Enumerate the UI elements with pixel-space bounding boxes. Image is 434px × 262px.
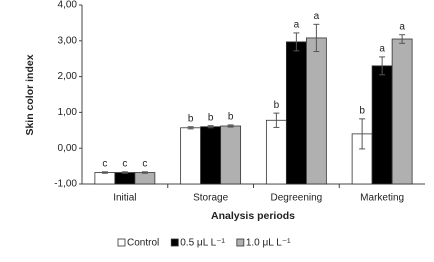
bar-letter: b	[228, 112, 234, 123]
y-tick-label: 2,00	[58, 71, 78, 82]
legend-swatch	[170, 238, 179, 247]
error-bar	[141, 171, 148, 174]
bar-letter: c	[102, 158, 107, 169]
bar-letter: c	[142, 158, 147, 169]
legend-swatch	[236, 238, 245, 247]
error-bar	[101, 171, 108, 174]
bar	[371, 65, 393, 185]
bar-letter: b	[359, 105, 365, 116]
bar-letter: a	[294, 20, 300, 31]
error-bar	[207, 125, 214, 129]
error-bar	[273, 112, 280, 128]
bar	[391, 38, 413, 185]
error-bar	[293, 32, 300, 52]
bar	[285, 41, 307, 185]
legend-swatch	[117, 238, 126, 247]
bar	[265, 119, 287, 185]
x-tick-label: Initial	[113, 193, 136, 204]
legend-label: 0.5 μL L⁻¹	[180, 238, 225, 249]
y-tick-label: -1,00	[54, 179, 77, 190]
error-bar	[313, 23, 320, 53]
y-tick-label: 0,00	[58, 143, 78, 154]
y-tick-label: 4,00	[58, 0, 78, 11]
bar-letter: a	[399, 21, 405, 32]
bar	[180, 127, 202, 185]
error-bar	[227, 124, 234, 128]
error-bar	[379, 56, 386, 76]
x-axis-title: Analysis periods	[211, 210, 295, 222]
bar-letter: b	[188, 113, 194, 124]
x-tick-label: Marketing	[360, 193, 404, 204]
bar	[94, 172, 116, 185]
y-tick-label: 1,00	[58, 107, 78, 118]
y-tick-label: 3,00	[58, 35, 78, 46]
bar-letter: c	[122, 158, 127, 169]
x-tick-label: Storage	[193, 193, 228, 204]
bar-letter: a	[314, 11, 320, 22]
y-axis-title: Skin color index	[24, 54, 36, 135]
x-tick-label: Degreening	[271, 193, 323, 204]
bar-letter: b	[208, 112, 214, 123]
bar	[305, 37, 327, 185]
bar	[114, 172, 136, 185]
error-bar	[121, 171, 128, 174]
bar-letter: a	[379, 44, 385, 55]
bar	[200, 126, 222, 185]
error-bar	[399, 34, 406, 44]
bar	[220, 125, 242, 185]
legend-label: 1.0 μL L⁻¹	[246, 238, 291, 249]
legend-label: Control	[127, 238, 159, 249]
error-bar	[187, 126, 194, 130]
bar-letter: b	[274, 100, 280, 111]
error-bar	[359, 118, 366, 150]
bar	[134, 172, 156, 185]
